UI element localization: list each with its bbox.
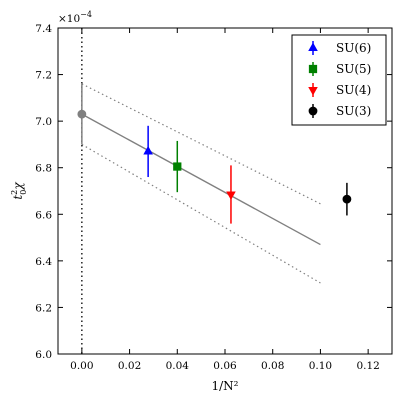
fit-line [81,113,321,246]
legend-marker [308,42,318,52]
point-su4-marker [226,191,236,200]
legend-box [291,34,387,126]
y-tick-label: 6.4 [35,256,52,268]
y-ticks: 6.0 6.2 6.4 6.6 6.8 7.0 7.2 7.4 [35,23,392,361]
x-tick-label: 0.00 [70,360,93,372]
point-su3-marker [342,194,352,204]
y-tick-label: 7.0 [35,116,52,128]
y-axis-label-sup: 2 [10,190,19,195]
x-tick-label: 0.12 [356,360,379,372]
x-tick-label: 0.08 [261,360,284,372]
y-tick-label: 7.2 [35,70,52,82]
legend-marker [308,64,318,74]
x-tick-label: 0.04 [166,360,190,372]
legend-marker [308,106,318,116]
y-multiplier-exp: −4 [80,10,92,19]
y-axis-label-base: t [11,195,25,200]
extrapolated-point-marker [77,109,87,119]
y-axis-label-chi: χ [11,182,25,191]
point-su5-marker [173,162,182,171]
legend-marker [308,86,318,96]
legend-label: SU(4) [336,83,371,97]
y-tick-label: 6.2 [35,302,52,314]
legend: SU(6) SU(5) SU(4) SU(3) [291,34,387,126]
legend-label: SU(3) [336,104,371,118]
x-ticks: 0.00 0.02 0.04 0.06 0.08 0.10 0.12 [70,28,380,372]
y-axis-label: t20χ [10,182,28,200]
x-tick-label: 0.10 [309,360,332,372]
y-axis-label-sub: 0 [19,190,28,195]
legend-label: SU(6) [336,41,371,55]
legend-label: SU(5) [336,62,371,76]
y-tick-label: 6.6 [35,209,52,221]
legend-items: SU(6) SU(5) SU(4) SU(3) [308,41,371,118]
fit-band-lower [81,143,321,284]
y-tick-label: 6.8 [35,163,52,175]
x-tick-label: 0.06 [213,360,237,372]
y-multiplier-base: ×10 [58,13,80,25]
y-tick-label: 7.4 [35,23,52,35]
x-axis-label: 1/N² [212,379,239,393]
x-tick-label: 0.02 [118,360,141,372]
y-multiplier: ×10−4 [58,10,92,25]
data-points [77,83,352,224]
y-tick-label: 6.0 [35,349,52,361]
point-su6-marker [143,145,153,155]
